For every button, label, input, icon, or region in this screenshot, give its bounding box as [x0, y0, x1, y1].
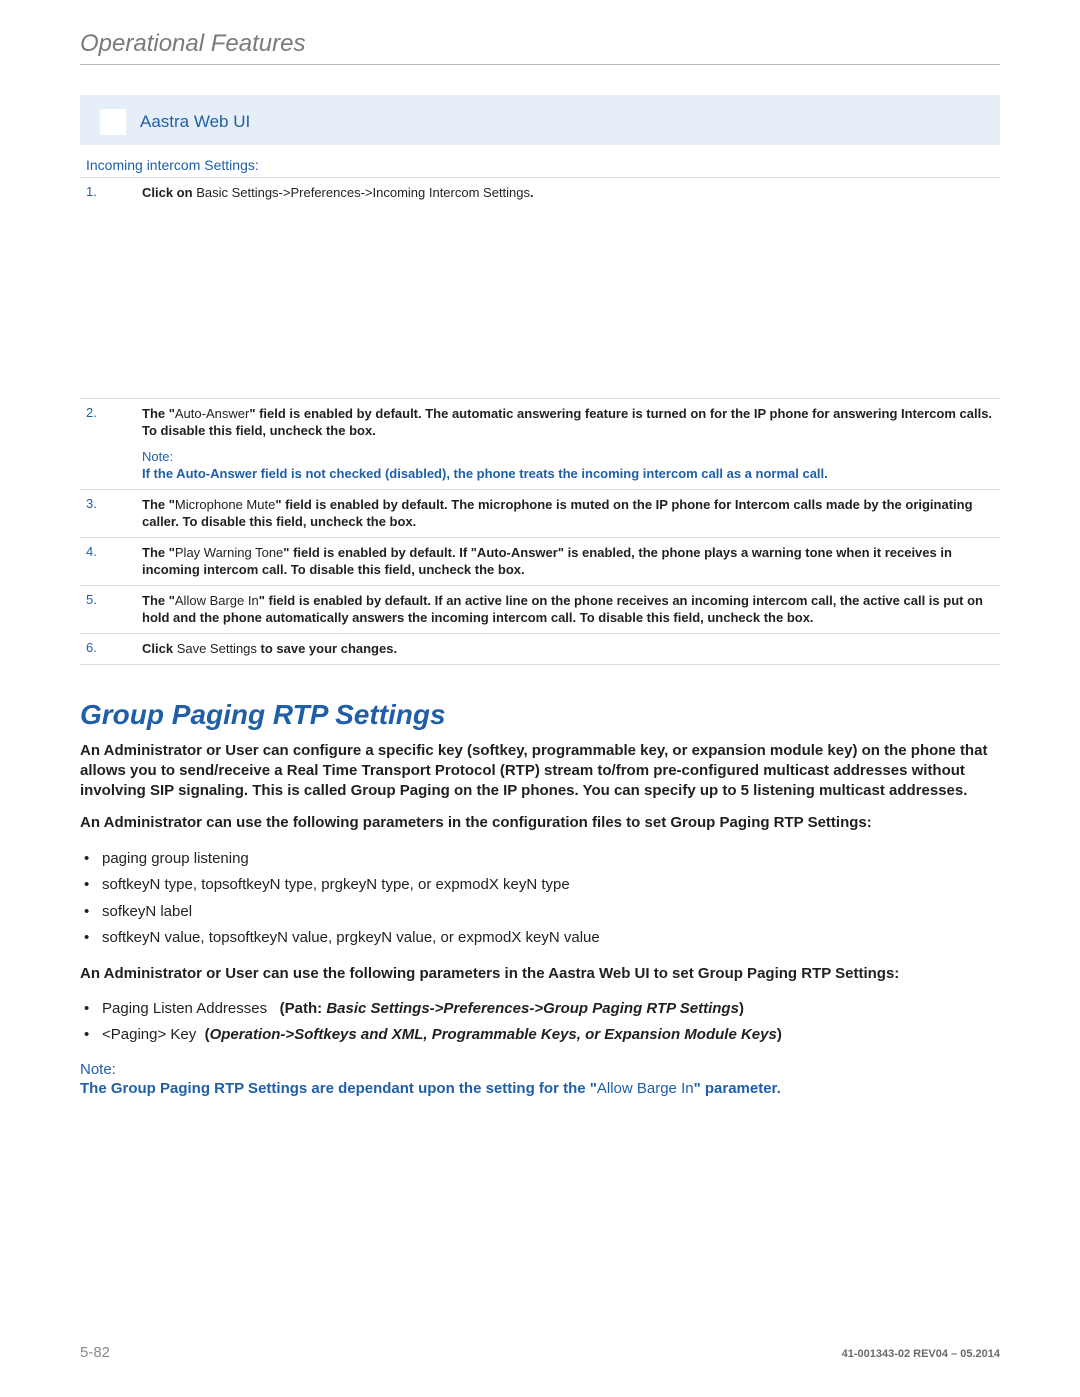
- screenshot-placeholder: [80, 208, 1000, 399]
- row-body: The "Microphone Mute" field is enabled b…: [142, 496, 1000, 531]
- row-pre: The ": [142, 406, 175, 421]
- section-title: Group Paging RTP Settings: [80, 699, 1000, 731]
- row-body: The "Auto-Answer" field is enabled by de…: [142, 405, 1000, 483]
- intercom-table: Incoming intercom Settings: 1. Click on …: [80, 151, 1000, 665]
- table-row: 5. The "Allow Barge In" field is enabled…: [80, 586, 1000, 634]
- table-row: 6. Click Save Settings to save your chan…: [80, 634, 1000, 665]
- row-mid: Save Settings: [177, 641, 257, 656]
- table-row: 1. Click on Basic Settings->Preferences-…: [80, 178, 1000, 208]
- section-paragraph-3: An Administrator or User can use the fol…: [80, 964, 1000, 984]
- row-post: " field is enabled by default. The autom…: [142, 406, 992, 439]
- row-mid: Microphone Mute: [175, 497, 275, 512]
- page-number: 5-82: [80, 1344, 110, 1361]
- final-note-label: Note:: [80, 1061, 1000, 1078]
- list-item: Paging Listen Addresses (Path: Basic Set…: [80, 996, 1000, 1023]
- row-pre: The ": [142, 497, 175, 512]
- web-ui-label: Aastra Web UI: [140, 112, 250, 132]
- row-body: The "Play Warning Tone" field is enabled…: [142, 544, 1000, 579]
- row-mid: Allow Barge In: [175, 593, 259, 608]
- table-row: 4. The "Play Warning Tone" field is enab…: [80, 538, 1000, 586]
- intercom-subhead: Incoming intercom Settings:: [80, 151, 1000, 178]
- note-label: Note:: [142, 448, 1000, 466]
- list-item: <Paging> Key (Operation->Softkeys and XM…: [80, 1022, 1000, 1049]
- row-number: 1.: [80, 184, 142, 199]
- row-mid: Basic Settings->Preferences->Incoming In…: [196, 185, 530, 200]
- section-paragraph-2: An Administrator can use the following p…: [80, 813, 1000, 833]
- item-text: <Paging> Key: [102, 1026, 196, 1043]
- row-mid: Auto-Answer: [175, 406, 249, 421]
- note-part-a: The Group Paging RTP Settings are depend…: [80, 1080, 597, 1097]
- list-item: softkeyN type, topsoftkeyN type, prgkeyN…: [80, 872, 1000, 899]
- page: Operational Features Aastra Web UI Incom…: [0, 0, 1080, 1397]
- row-post: " field is enabled by default. If an act…: [142, 593, 983, 626]
- row-pre: The ": [142, 593, 175, 608]
- row-number: 5.: [80, 592, 142, 607]
- note-part-b: " parameter.: [694, 1080, 781, 1097]
- table-row: 3. The "Microphone Mute" field is enable…: [80, 490, 1000, 538]
- note-part-mid: Allow Barge In: [597, 1080, 694, 1097]
- page-footer: 5-82 41-001343-02 REV04 – 05.2014: [80, 1344, 1000, 1361]
- row-mid: Play Warning Tone: [175, 545, 283, 560]
- row-number: 2.: [80, 405, 142, 420]
- row-number: 3.: [80, 496, 142, 511]
- path: Operation->Softkeys and XML, Programmabl…: [210, 1026, 777, 1043]
- item-text: Paging Listen Addresses: [102, 1000, 267, 1017]
- section-paragraph-1: An Administrator or User can configure a…: [80, 741, 1000, 802]
- row-pre: Click on: [142, 185, 196, 200]
- list-item: softkeyN value, topsoftkeyN value, prgke…: [80, 925, 1000, 952]
- row-number: 6.: [80, 640, 142, 655]
- row-number: 4.: [80, 544, 142, 559]
- row-post: .: [530, 185, 534, 200]
- final-note-body: The Group Paging RTP Settings are depend…: [80, 1078, 1000, 1099]
- webui-param-list: Paging Listen Addresses (Path: Basic Set…: [80, 996, 1000, 1049]
- path: Basic Settings->Preferences->Group Pagin…: [326, 1000, 739, 1017]
- header-rule: [80, 64, 1000, 65]
- path-close: ): [739, 1000, 744, 1017]
- web-ui-icon: [100, 109, 126, 135]
- note-body: If the Auto-Answer field is not checked …: [142, 466, 828, 481]
- path-open: (Path:: [280, 1000, 327, 1017]
- page-header-title: Operational Features: [80, 30, 1000, 58]
- row-body: The "Allow Barge In" field is enabled by…: [142, 592, 1000, 627]
- row-post: to save your changes.: [257, 641, 397, 656]
- doc-revision: 41-001343-02 REV04 – 05.2014: [842, 1348, 1000, 1360]
- row-pre: Click: [142, 641, 177, 656]
- table-row: 2. The "Auto-Answer" field is enabled by…: [80, 399, 1000, 490]
- row-body: Click on Basic Settings->Preferences->In…: [142, 184, 1000, 202]
- list-item: sofkeyN label: [80, 899, 1000, 926]
- config-param-list: paging group listening softkeyN type, to…: [80, 846, 1000, 952]
- list-item: paging group listening: [80, 846, 1000, 873]
- row-body: Click Save Settings to save your changes…: [142, 640, 1000, 658]
- path-close: ): [777, 1026, 782, 1043]
- web-ui-bar: Aastra Web UI: [80, 95, 1000, 145]
- row-pre: The ": [142, 545, 175, 560]
